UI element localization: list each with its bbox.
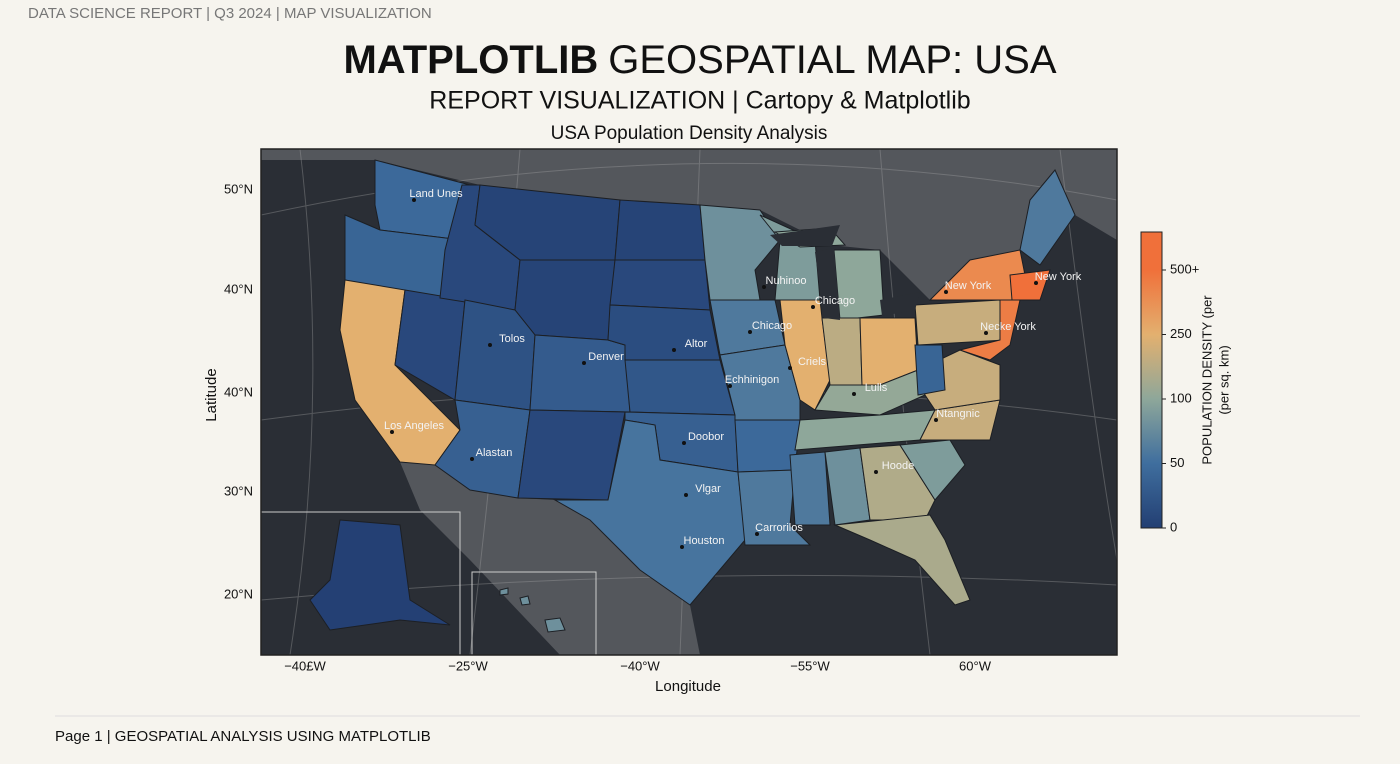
- state-region: [833, 514, 971, 606]
- main-title: MATPLOTLIB GEOSPATIAL MAP: USA: [343, 38, 1056, 82]
- states: [309, 159, 1076, 633]
- y-tick-label: 40°N: [224, 384, 253, 399]
- chart-title: USA Population Density Analysis: [551, 123, 828, 144]
- city-label: Lulls: [865, 382, 888, 394]
- city-dot: [582, 361, 586, 365]
- city-label: Los Angeles: [384, 420, 444, 432]
- state-region: [899, 439, 966, 501]
- subtitle: REPORT VISUALIZATION | Cartopy & Matplot…: [429, 87, 970, 115]
- city-label: Ntangnic: [936, 408, 980, 420]
- lake: [880, 292, 920, 316]
- city-label: Hoode: [882, 460, 914, 472]
- colorbar-tick-label: 0: [1170, 519, 1177, 534]
- city-dot: [672, 348, 676, 352]
- state-region: [779, 299, 831, 411]
- city-dot: [811, 305, 815, 309]
- city-label: Necke York: [980, 321, 1036, 333]
- city-dot: [488, 343, 492, 347]
- x-tick-label: −40£W: [284, 658, 326, 673]
- colorbar-label: (per sq. km): [1216, 345, 1231, 414]
- city-dot: [762, 285, 766, 289]
- state-region: [609, 259, 711, 311]
- city-dot: [984, 331, 988, 335]
- city-label: Doobor: [688, 431, 724, 443]
- state-region: [699, 204, 781, 301]
- state-region: [309, 519, 451, 631]
- y-tick-label: 20°N: [224, 586, 253, 601]
- state-region: [914, 344, 946, 396]
- state-region: [517, 409, 626, 501]
- city-label: Echhinigon: [725, 374, 779, 386]
- colorbar-tick-label: 500+: [1170, 261, 1199, 276]
- state-region: [624, 359, 736, 416]
- y-tick-label: 40°N: [224, 281, 253, 296]
- city-dot: [684, 493, 688, 497]
- city-label: Criels: [798, 356, 827, 368]
- report-header: DATA SCIENCE REPORT | Q3 2024 | MAP VISU…: [28, 5, 432, 22]
- city-dot: [788, 366, 792, 370]
- city-label: Chicago: [815, 295, 855, 307]
- y-tick-label: 50°N: [224, 181, 253, 196]
- state-region: [919, 399, 1001, 441]
- city-dot: [934, 418, 938, 422]
- city-label: Denver: [588, 351, 624, 363]
- city-dot: [1034, 281, 1038, 285]
- colorbar-tick-label: 100: [1170, 390, 1192, 405]
- title-rest: GEOSPATIAL MAP: USA: [608, 38, 1057, 82]
- city-label: New York: [1035, 271, 1082, 283]
- city-dot: [944, 290, 948, 294]
- state-region: [607, 304, 721, 361]
- x-tick-label: −55°W: [790, 658, 830, 673]
- state-region: [1009, 269, 1051, 301]
- colorbar-tick-label: 250: [1170, 326, 1192, 341]
- x-axis-label: Longitude: [655, 678, 721, 695]
- title-bold: MATPLOTLIB: [343, 38, 598, 82]
- city-dot: [874, 470, 878, 474]
- city-label: Vlgar: [695, 483, 721, 495]
- city-dot: [470, 457, 474, 461]
- city-dot: [748, 330, 752, 334]
- overlay: Land Unes Tolos Denver Altor Nuhinoo Chicago C…: [260, 148, 1118, 656]
- state-region: [789, 451, 831, 526]
- x-tick-label: 60°W: [959, 658, 992, 673]
- x-tick-label: −25°W: [448, 658, 488, 673]
- city-dot: [755, 532, 759, 536]
- city-label: New York: [945, 280, 992, 292]
- state-region: [859, 444, 936, 521]
- city-dot: [680, 545, 684, 549]
- colorbar-label: POPULATION DENSITY (per: [1199, 295, 1214, 465]
- lake: [770, 225, 840, 246]
- city-label: Carrorilos: [755, 522, 803, 534]
- city-dot: [682, 441, 686, 445]
- state-region: [958, 299, 1021, 361]
- canada: [261, 149, 1117, 300]
- city-label: Alastan: [476, 447, 513, 459]
- state-region: [1019, 169, 1076, 266]
- city-dot: [412, 198, 416, 202]
- city-label: Tolos: [499, 333, 525, 345]
- y-tick-label: 30°N: [224, 483, 253, 498]
- state-region: [529, 334, 631, 413]
- footer: Page 1 | GEOSPATIAL ANALYSIS USING MATPL…: [55, 728, 431, 745]
- x-tick-label: −40°W: [620, 658, 660, 673]
- city-dot: [390, 430, 394, 434]
- city-label: Land Unes: [409, 188, 463, 200]
- city-dot: [728, 384, 732, 388]
- city-label: Nuhinoo: [766, 275, 807, 287]
- state-region: [499, 587, 566, 633]
- city-label: Altor: [685, 338, 708, 350]
- lake: [815, 248, 840, 320]
- city-label: Houston: [684, 535, 725, 547]
- map-frame: [260, 148, 1118, 656]
- city-label: Chicago: [752, 320, 792, 332]
- mexico: [400, 462, 700, 655]
- colorbar-tick-label: 50: [1170, 455, 1184, 470]
- y-axis-label: Latitude: [203, 368, 220, 421]
- state-region: [614, 199, 706, 261]
- city-dot: [852, 392, 856, 396]
- colorbar: [1140, 231, 1163, 529]
